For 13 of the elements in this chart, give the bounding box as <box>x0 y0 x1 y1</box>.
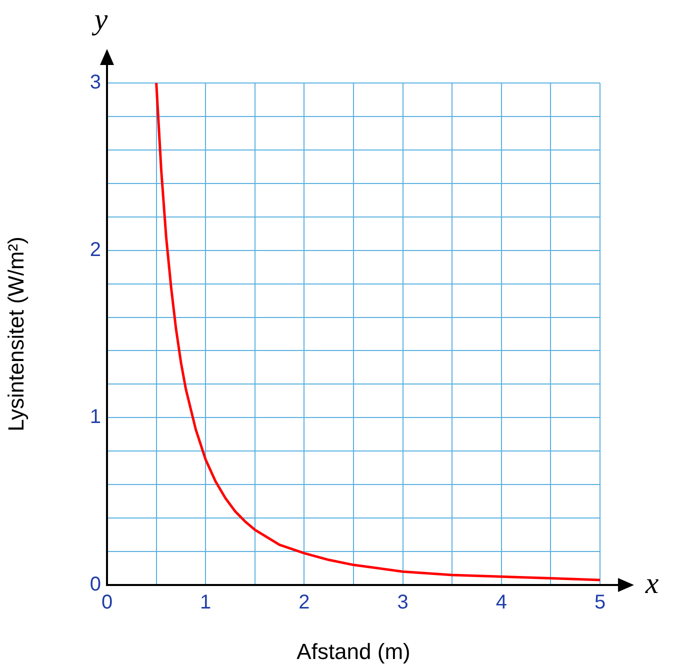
y-axis-title: Lysintensitet (W/m²) <box>3 236 28 432</box>
y-tick-label: 1 <box>90 406 101 428</box>
x-tick-label: 3 <box>397 592 408 614</box>
y-tick-label: 3 <box>90 72 101 94</box>
x-tick-label: 4 <box>496 592 507 614</box>
x-tick-label: 1 <box>200 592 212 614</box>
y-tick-label: 2 <box>90 238 101 261</box>
y-tick-label: 0 <box>90 574 101 596</box>
x-tick-label: 2 <box>298 592 310 614</box>
text: x <box>644 566 660 600</box>
x-axis-title: Afstand (m) <box>296 638 410 664</box>
text: y <box>91 2 108 36</box>
x-tick-label: 5 <box>594 592 606 614</box>
